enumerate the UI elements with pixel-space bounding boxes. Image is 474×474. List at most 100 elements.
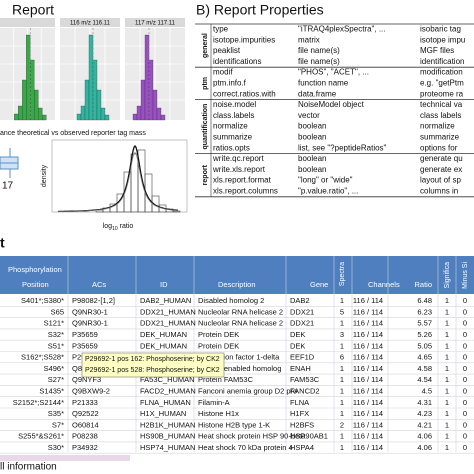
hist-bar bbox=[160, 114, 166, 121]
hist-bar bbox=[30, 59, 35, 121]
table-cell: DAB2_HUMAN bbox=[140, 296, 191, 305]
x-label-rest: ratio bbox=[120, 223, 134, 230]
hist-bar bbox=[38, 107, 43, 121]
facet-label: 116 m/z 116.11 bbox=[70, 21, 111, 27]
hist-bar bbox=[100, 107, 106, 121]
property-cell: options for bbox=[420, 143, 458, 152]
property-cell: proteome ra bbox=[420, 89, 464, 98]
header-cell: Description bbox=[218, 280, 256, 289]
table-cell: 4.21 bbox=[417, 420, 432, 429]
table-cell: 0 bbox=[463, 341, 467, 350]
property-cell: summarize bbox=[420, 133, 460, 142]
table-cell: 1 bbox=[445, 387, 449, 396]
table-cell: Nucleolar RNA helicase 2 bbox=[198, 319, 283, 328]
property-cell: summarize bbox=[213, 133, 253, 142]
property-cell: columns in bbox=[420, 187, 458, 196]
table-cell: Filamin-A bbox=[198, 398, 230, 407]
table-cell: 1 bbox=[445, 432, 449, 441]
facet-strip bbox=[0, 18, 55, 27]
header-cell: Ratio bbox=[414, 280, 432, 289]
table-cell: 1 bbox=[340, 443, 344, 452]
table-cell: 4.65 bbox=[417, 353, 432, 362]
x-label-base: log bbox=[103, 223, 112, 230]
property-cell: normalize bbox=[213, 122, 248, 131]
property-cell: generate ex bbox=[420, 165, 462, 174]
table-cell: DDX21 bbox=[290, 307, 314, 316]
table-cell: Q9NR30-1 bbox=[72, 319, 108, 328]
property-cell: vector bbox=[298, 111, 320, 120]
table-cell: FLNA_HUMAN bbox=[140, 398, 191, 407]
table-cell: S7* bbox=[52, 420, 64, 429]
table-cell: FACD2_HUMAN bbox=[140, 387, 196, 396]
table-cell: 0 bbox=[463, 375, 467, 384]
table-cell: Protein FAM53C bbox=[198, 375, 254, 384]
facet-strip bbox=[125, 18, 185, 27]
table-cell: DAB2 bbox=[290, 296, 310, 305]
table-cell: DDX21_HUMAN bbox=[140, 319, 196, 328]
table-cell: 1 bbox=[445, 296, 449, 305]
header-cell: Phosphorylation bbox=[8, 265, 62, 274]
table-cell: S51* bbox=[48, 341, 64, 350]
table-cell: 4.06 bbox=[417, 443, 432, 452]
density-hist bbox=[172, 210, 181, 213]
density-curve-2 bbox=[57, 152, 179, 212]
property-cell: generate qu bbox=[420, 154, 463, 163]
hist-bar bbox=[104, 114, 110, 121]
property-cell: class labels bbox=[420, 111, 461, 120]
hist-bar bbox=[132, 113, 138, 121]
table-cell: Disabled homolog 2 bbox=[198, 296, 264, 305]
table-cell: 1 bbox=[445, 364, 449, 373]
property-cell: function name bbox=[298, 79, 349, 88]
property-cell: NoiseModel object bbox=[298, 100, 365, 109]
hist-bar bbox=[140, 79, 146, 121]
property-cell: "p.value.ratio", ... bbox=[298, 187, 358, 196]
table-cell: 5.57 bbox=[417, 319, 432, 328]
table-cell: 116 / 114 bbox=[353, 319, 383, 328]
hist-bar bbox=[84, 79, 90, 121]
table-cell: 0 bbox=[463, 387, 467, 396]
table-cell: 4.23 bbox=[417, 409, 432, 418]
hist-bar bbox=[26, 34, 31, 121]
tooltip-line: P29692-1 pos 162: Phosphoserine; by CK2 bbox=[85, 356, 220, 363]
tooltip-line: P29692-1 pos 528: Phosphoserine; by CK2 bbox=[85, 367, 220, 374]
table-cell: Fanconi anemia group D2 pro bbox=[198, 387, 297, 396]
table-cell: 1 bbox=[445, 375, 449, 384]
property-cell: "long" or "wide" bbox=[298, 176, 353, 185]
header-cell: Spectra bbox=[339, 262, 346, 286]
table-cell: ENAH bbox=[290, 364, 311, 373]
header-cell: ID bbox=[160, 280, 168, 289]
table-cell: 1 bbox=[340, 375, 344, 384]
table-cell: 1 bbox=[340, 296, 344, 305]
property-cell: file name(s) bbox=[298, 57, 340, 66]
table-cell: 116 / 114 bbox=[353, 420, 383, 429]
table-cell: 1 bbox=[445, 398, 449, 407]
hist-bar bbox=[14, 113, 19, 121]
property-cell: "PHOS", "ACET", ... bbox=[298, 68, 369, 77]
table-cell: 0 bbox=[463, 409, 467, 418]
property-cell: isobaric tag bbox=[420, 25, 461, 34]
table-cell: Protein DEK bbox=[198, 330, 239, 339]
table-cell: 5.26 bbox=[417, 330, 432, 339]
table-cell: 4.5 bbox=[422, 387, 432, 396]
table-cell: Q9NYF3 bbox=[72, 375, 101, 384]
table-cell: 4.31 bbox=[417, 398, 432, 407]
hist-bar bbox=[42, 114, 47, 121]
table-cell: 1 bbox=[445, 443, 449, 452]
hist-bar bbox=[152, 89, 158, 121]
group-label: report bbox=[202, 164, 209, 185]
hist-bar bbox=[76, 113, 82, 121]
x-label-sub: 10 bbox=[112, 226, 118, 232]
table-cell: 1 bbox=[445, 341, 449, 350]
table-cell: 0 bbox=[463, 353, 467, 362]
table-cell: EEF1D bbox=[290, 353, 315, 362]
table-cell: 4.54 bbox=[417, 375, 432, 384]
table-cell: P08238 bbox=[72, 432, 98, 441]
property-cell: boolean bbox=[298, 154, 326, 163]
table-cell: Q9NR30-1 bbox=[72, 307, 108, 316]
table-cell: 116 / 114 bbox=[353, 375, 383, 384]
table-cell: 0 bbox=[463, 296, 467, 305]
table-cell: 1 bbox=[340, 398, 344, 407]
group-label: general bbox=[202, 33, 209, 58]
x-label: log10 ratio bbox=[103, 223, 134, 232]
table-cell: S35* bbox=[48, 409, 64, 418]
